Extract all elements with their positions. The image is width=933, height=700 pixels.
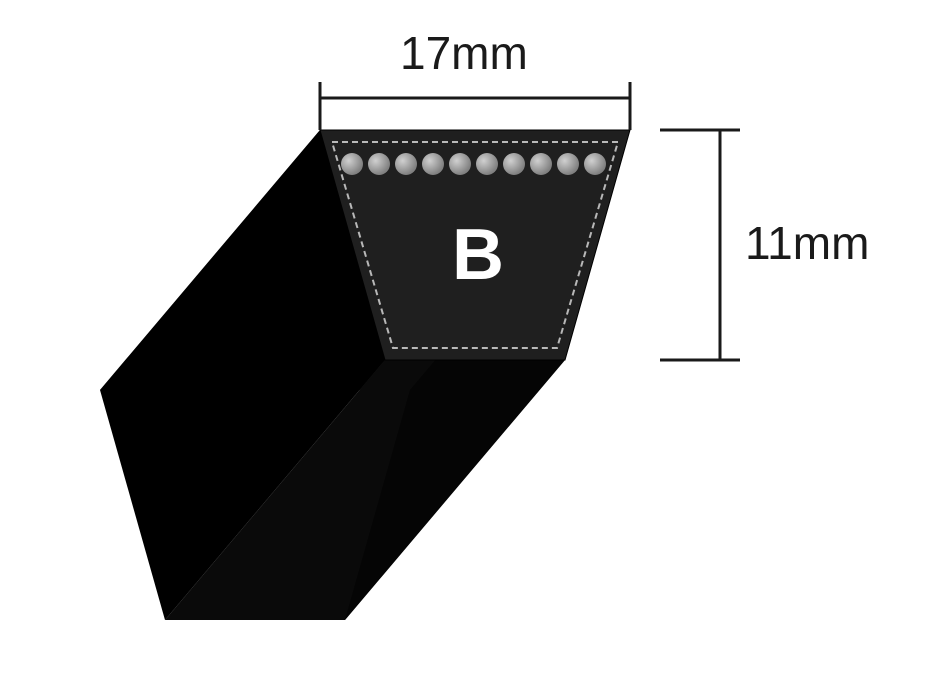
- width-dimension: [320, 82, 630, 130]
- height-dimension: [660, 130, 740, 360]
- width-label: 17mm: [400, 26, 528, 80]
- belt-svg: [0, 0, 933, 700]
- belt-diagram-container: 17mm 11mm B: [0, 0, 933, 700]
- belt-type-letter: B: [452, 214, 504, 296]
- height-label: 11mm: [745, 216, 869, 270]
